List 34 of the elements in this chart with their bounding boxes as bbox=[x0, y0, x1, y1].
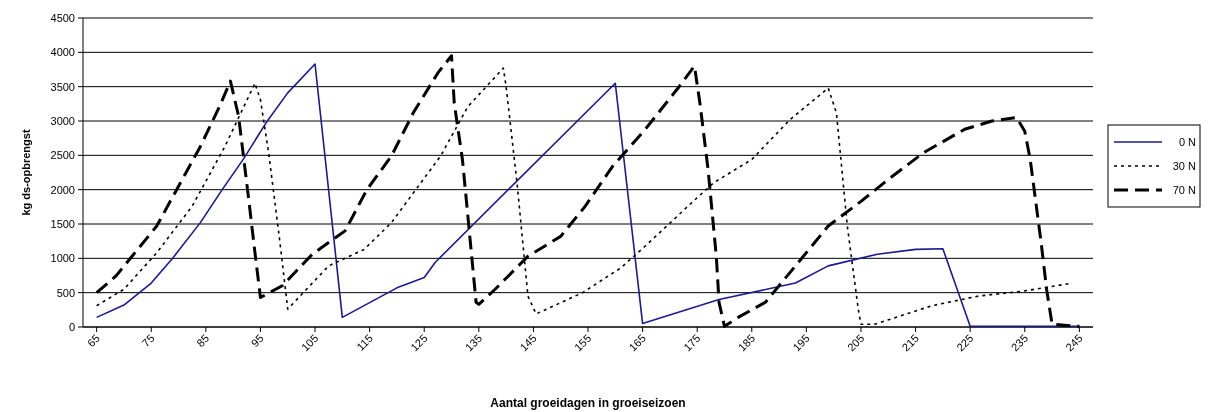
x-tick-label: 235 bbox=[1008, 331, 1031, 354]
x-tick-label: 135 bbox=[462, 331, 485, 354]
x-tick-label: 245 bbox=[1063, 331, 1085, 354]
x-tick-label: 85 bbox=[194, 331, 212, 350]
x-tick-label: 125 bbox=[408, 331, 430, 354]
x-tick-label: 175 bbox=[681, 331, 703, 354]
x-tick-label: 145 bbox=[517, 331, 539, 354]
y-tick-label: 1500 bbox=[50, 217, 75, 230]
legend-label: 0 N bbox=[1178, 135, 1197, 148]
legend-label: 30 N bbox=[1172, 159, 1197, 172]
y-tick-label: 3500 bbox=[50, 80, 75, 93]
x-tick-label: 95 bbox=[248, 331, 266, 350]
x-tick-label: 205 bbox=[844, 331, 867, 354]
x-tick-label: 185 bbox=[735, 331, 758, 354]
x-tick-label: 215 bbox=[899, 331, 921, 354]
legend-label: 70 N bbox=[1172, 183, 1197, 196]
x-tick-label: 225 bbox=[954, 331, 976, 354]
x-tick-label: 195 bbox=[790, 331, 812, 354]
y-tick-label: 500 bbox=[56, 286, 75, 299]
y-tick-label: 4000 bbox=[50, 46, 75, 59]
y-tick-label: 2000 bbox=[50, 183, 75, 196]
y-tick-label: 0 bbox=[68, 320, 75, 333]
x-axis-title: Aantal groeidagen in groeiseizoen bbox=[490, 396, 686, 410]
x-tick-label: 165 bbox=[626, 331, 649, 354]
y-tick-label: 1000 bbox=[50, 252, 75, 265]
x-tick-label: 65 bbox=[84, 331, 103, 350]
y-axis-title: kg ds-opbrengst bbox=[20, 129, 32, 216]
y-tick-label: 4500 bbox=[50, 11, 75, 24]
x-tick-label: 155 bbox=[571, 331, 594, 354]
y-tick-label: 3000 bbox=[50, 114, 75, 127]
x-tick-label: 75 bbox=[139, 331, 157, 350]
x-tick-label: 115 bbox=[354, 331, 376, 353]
x-tick-label: 105 bbox=[298, 331, 321, 354]
y-tick-label: 2500 bbox=[50, 149, 75, 162]
